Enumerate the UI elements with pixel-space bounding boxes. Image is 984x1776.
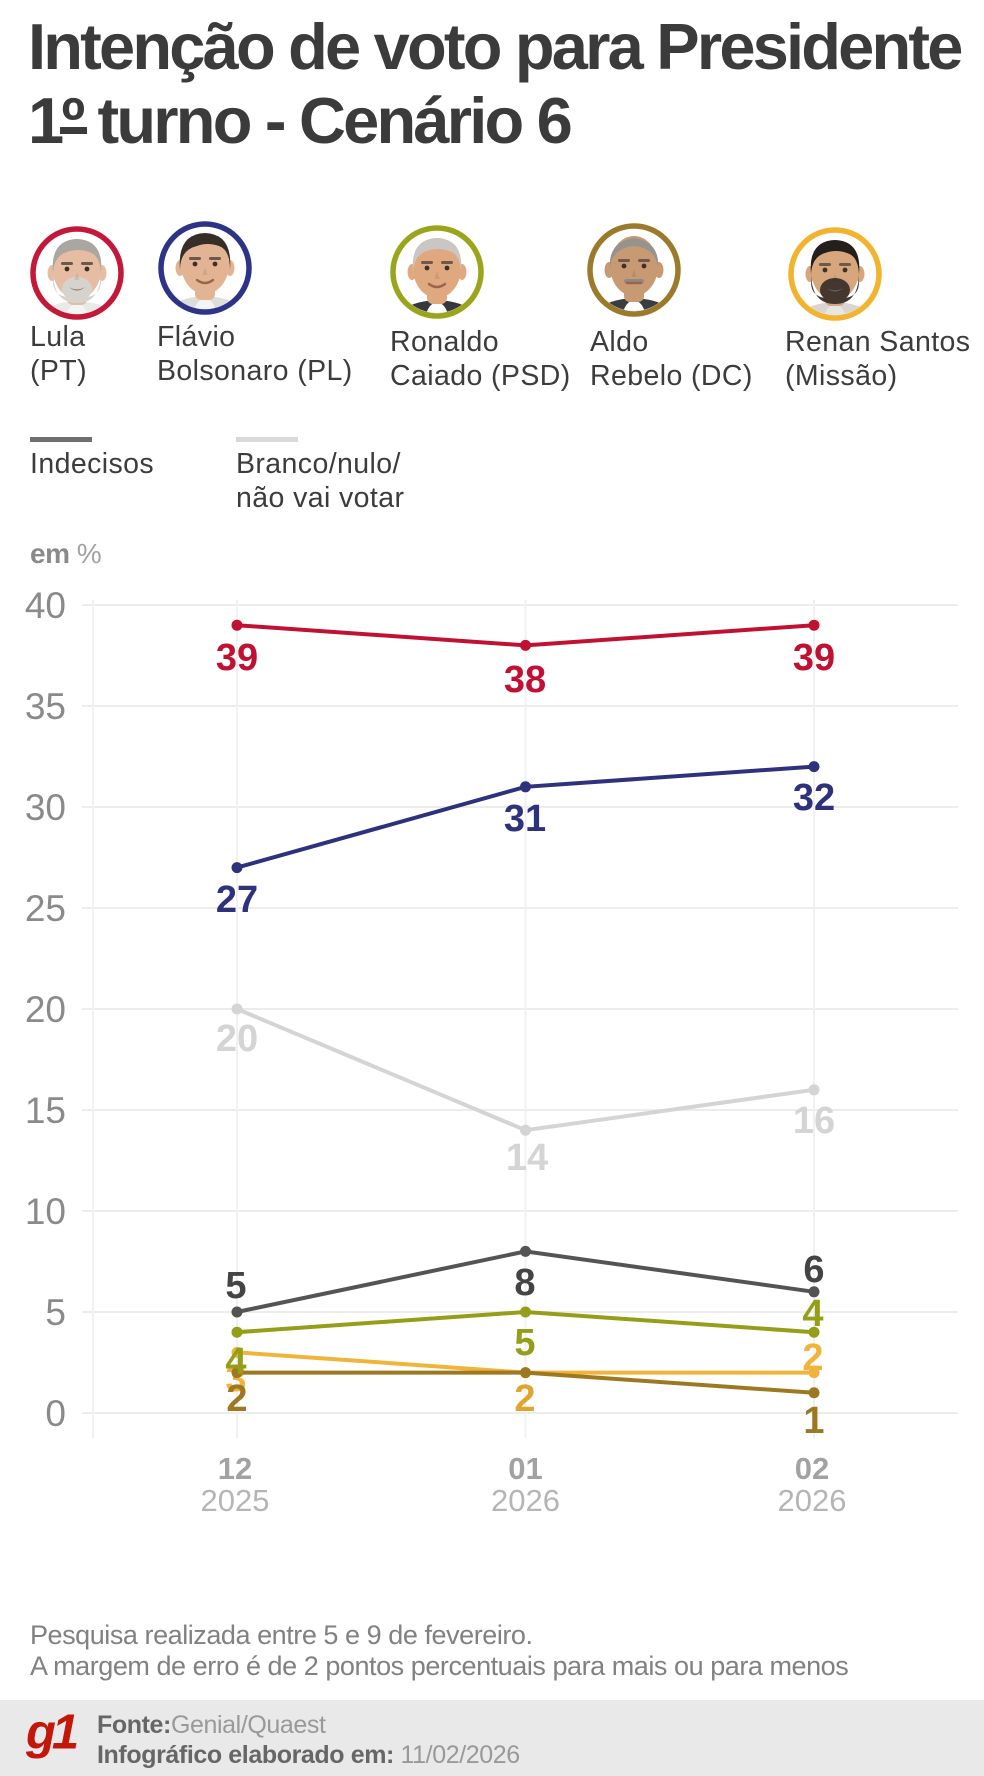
svg-text:2026: 2026 (491, 1483, 560, 1518)
svg-text:01: 01 (508, 1451, 542, 1486)
svg-text:32: 32 (793, 777, 835, 819)
svg-text:0: 0 (45, 1393, 66, 1434)
svg-text:25: 25 (25, 888, 66, 929)
svg-text:12: 12 (218, 1451, 252, 1486)
svg-text:10: 10 (25, 1191, 66, 1232)
svg-text:35: 35 (25, 686, 66, 727)
svg-text:5: 5 (514, 1322, 535, 1364)
svg-text:20: 20 (25, 989, 66, 1030)
svg-text:02: 02 (795, 1451, 829, 1486)
svg-text:16: 16 (793, 1100, 835, 1142)
svg-text:3: 3 (225, 1358, 246, 1400)
svg-text:2025: 2025 (201, 1483, 270, 1518)
svg-text:2: 2 (226, 1378, 247, 1420)
svg-text:14: 14 (506, 1137, 548, 1179)
svg-text:4: 4 (225, 1341, 246, 1383)
svg-text:5: 5 (45, 1292, 66, 1333)
svg-text:38: 38 (504, 659, 546, 701)
svg-text:40: 40 (25, 585, 66, 626)
svg-text:39: 39 (216, 637, 258, 679)
svg-text:6: 6 (803, 1249, 824, 1291)
svg-text:g1: g1 (25, 1706, 77, 1760)
svg-text:5: 5 (225, 1265, 246, 1307)
svg-text:20: 20 (216, 1018, 258, 1060)
svg-text:8: 8 (514, 1262, 535, 1304)
svg-text:27: 27 (216, 879, 258, 921)
svg-text:39: 39 (793, 637, 835, 679)
svg-text:31: 31 (504, 798, 546, 840)
svg-text:30: 30 (25, 787, 66, 828)
svg-text:1: 1 (803, 1400, 824, 1442)
svg-text:2: 2 (802, 1337, 823, 1379)
svg-text:15: 15 (25, 1090, 66, 1131)
svg-text:2: 2 (514, 1378, 535, 1420)
svg-text:4: 4 (802, 1293, 823, 1335)
svg-text:2026: 2026 (778, 1483, 847, 1518)
